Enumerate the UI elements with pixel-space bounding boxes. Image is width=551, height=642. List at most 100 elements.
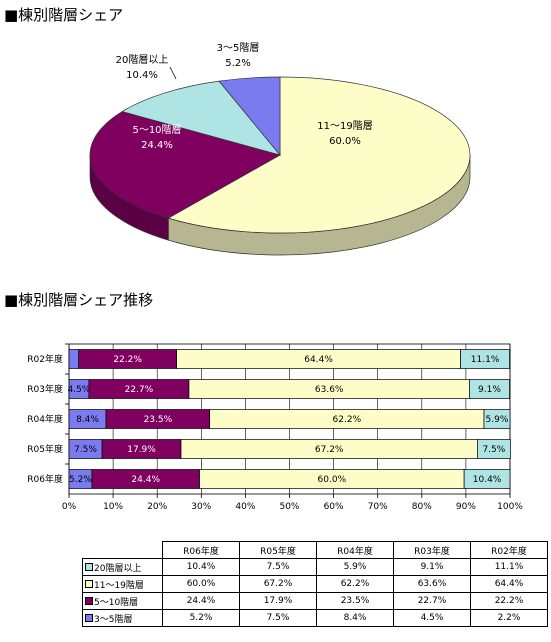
column-header: R03年度 [393,541,471,559]
pie-data-label: 5.2% [225,58,250,69]
y-tick-label: R04年度 [27,413,63,425]
pie-slice [218,76,281,156]
bar-segment [68,349,80,369]
x-tick-label: 50% [279,502,299,512]
table-cell: 22.2% [470,592,548,610]
legend-label: 20階層以上 [94,563,142,574]
table-row: 20階層以上 10.4% 7.5% 5.9% 9.1% 11.1% [82,558,548,576]
x-tick-label: 80% [412,502,432,512]
x-tick-label: 30% [191,502,211,512]
column-header: R05年度 [239,541,317,559]
table-cell: 22.7% [393,592,471,610]
table-cell: 60.0% [162,575,240,593]
legend-label: 5～10階層 [94,597,139,608]
table-cell: 9.1% [393,558,471,576]
pie-chart: 11～19階層 60.0% 5～10階層 24.4% 20階層以上 10.4% 3～5階層 5… [89,42,471,256]
table-row-header: 11～19階層 [82,575,163,593]
column-header: R04年度 [316,541,394,559]
bar-segment [469,379,510,399]
pie-slice [167,76,471,234]
table-cell: 7.5% [239,558,317,576]
bar-data-label: 24.4% [131,475,160,485]
table-header-row: R06年度 R05年度 R04年度 R03年度 R02年度 [82,541,548,559]
y-tick-label: R05年度 [27,443,63,455]
table-cell: 10.4% [162,558,240,576]
x-tick-label: 10% [103,502,123,512]
x-tick-label: 70% [368,502,388,512]
table-row: 3～5階層 5.2% 7.5% 8.4% 4.5% 2.2% [82,609,548,627]
table-row-header: 20階層以上 [82,558,163,576]
bar-data-label: 23.5% [144,415,173,425]
bar-segment [483,409,511,429]
bar-data-label: 17.9% [127,445,156,455]
legend-swatch [85,562,93,571]
bar-data-label: 7.5% [482,445,505,455]
table-cell: 7.5% [239,609,317,627]
bar-data-label: 4.5% [67,385,90,395]
bar-data-label: 22.2% [113,355,142,365]
pie-chart-title: ■棟別階層シェア [4,6,124,24]
pie-slice-label: 5～10階層 [132,124,181,136]
data-table: R06年度 R05年度 R04年度 R03年度 R02年度 20階層以上 10.4… [82,541,548,627]
legend-label: 11～19階層 [94,580,144,591]
legend-swatch [85,613,93,622]
table-corner [82,541,163,559]
bar-data-label: 60.0% [318,475,347,485]
table-cell: 67.2% [239,575,317,593]
pie-data-label: 60.0% [329,136,361,147]
x-tick-label: 90% [456,502,476,512]
pie-slice-label: 11～19階層 [317,120,372,132]
bar-data-label: 22.7% [125,385,154,395]
table-row: 11～19階層 60.0% 67.2% 62.2% 63.6% 64.4% [82,575,548,593]
pie-slice [89,111,281,219]
column-header: R06年度 [162,541,240,559]
x-tick-label: 20% [147,502,167,512]
pie-slice-label: 20階層以上 [116,54,169,66]
table-cell: 5.9% [316,558,394,576]
bar-data-label: 62.2% [333,415,362,425]
bar-data-label: 8.4% [76,415,99,425]
table-cell: 17.9% [239,592,317,610]
bar-data-label: 5.2% [69,475,92,485]
pie-top [89,76,471,234]
x-tick-label: 60% [324,502,344,512]
table-cell: 11.1% [470,558,548,576]
table-cell: 2.2% [470,609,548,627]
table-cell: 62.2% [316,575,394,593]
bar-segment [460,349,510,369]
table-cell: 63.6% [393,575,471,593]
table-cell: 64.4% [470,575,548,593]
bar-data-label: 11.1% [471,355,500,365]
x-tick-label: 100% [497,502,523,512]
x-tick-label: 40% [235,502,255,512]
bar-data-label: 5.9% [486,415,509,425]
bar-segment [463,469,511,489]
y-tick-label: R02年度 [27,353,63,365]
bar-data-label: 63.6% [315,385,344,395]
bar-segment [477,439,511,459]
column-header: R02年度 [470,541,548,559]
pie-data-label: 24.4% [141,140,173,151]
y-tick-label: R03年度 [27,383,63,395]
pie-leader-line [169,66,177,80]
pie-slice [121,80,281,156]
table-row-header: 5～10階層 [82,592,163,610]
bar-data-label: 7.5% [74,445,97,455]
table-cell: 23.5% [316,592,394,610]
bar-chart-title: ■棟別階層シェア推移 [4,291,154,309]
legend-label: 3～5階層 [94,614,133,625]
pie-slice-label: 3～5階層 [217,42,260,54]
bar-data-label: 9.1% [478,385,501,395]
table-cell: 4.5% [393,609,471,627]
table-row-header: 3～5階層 [82,609,163,627]
bar-data-label: 67.2% [315,445,344,455]
table-cell: 5.2% [162,609,240,627]
x-tick-label: 0% [62,502,77,512]
legend-swatch [85,596,93,605]
table-cell: 24.4% [162,592,240,610]
table-cell: 8.4% [316,609,394,627]
bar-data-label: 64.4% [304,355,333,365]
legend-swatch [85,579,93,588]
bar-data-label: 10.4% [473,475,502,485]
stacked-bar-chart: 0% 10% 20% 30% 40% 50% 60% 70% 80% 90% 100% R02年度 22… [27,343,523,512]
